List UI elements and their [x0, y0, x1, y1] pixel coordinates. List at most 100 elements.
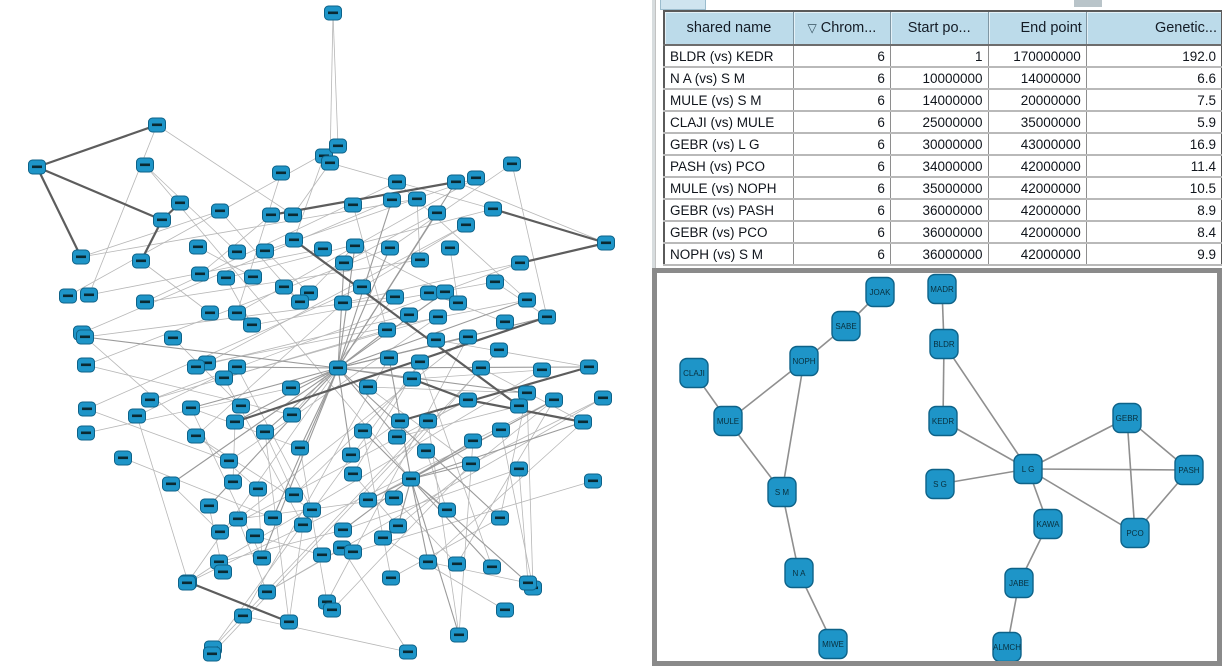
table-row[interactable]: N A (vs) S M 6 10000000 14000000 6.6 — [664, 67, 1222, 90]
table-cell[interactable]: 7.5 — [1086, 89, 1222, 112]
network-node-mule[interactable]: MULE — [713, 405, 743, 437]
network-node[interactable] — [258, 584, 276, 600]
network-node[interactable] — [359, 492, 377, 508]
network-node[interactable] — [400, 307, 418, 323]
network-node[interactable] — [353, 279, 371, 295]
overview-network-canvas[interactable] — [0, 0, 652, 669]
network-node[interactable] — [200, 498, 218, 514]
network-node[interactable] — [450, 627, 468, 643]
network-node[interactable] — [467, 170, 485, 186]
network-node[interactable] — [191, 266, 209, 282]
network-node[interactable] — [162, 476, 180, 492]
network-node[interactable] — [28, 159, 46, 175]
table-cell[interactable]: 14000000 — [988, 67, 1087, 90]
table-cell[interactable]: NOPH (vs) S M — [664, 243, 794, 266]
network-node[interactable] — [335, 255, 353, 271]
table-cell[interactable]: 36000000 — [890, 199, 989, 222]
network-node[interactable] — [246, 528, 264, 544]
network-node-almch[interactable]: ALMCH — [992, 631, 1022, 662]
network-node[interactable] — [187, 359, 205, 375]
network-node[interactable] — [215, 370, 233, 386]
network-node-joak[interactable]: JOAK — [865, 276, 895, 308]
network-node[interactable] — [285, 487, 303, 503]
network-node[interactable] — [262, 207, 280, 223]
network-node-kedr[interactable]: KEDR — [928, 405, 958, 437]
network-node[interactable] — [342, 447, 360, 463]
table-row[interactable]: MULE (vs) NOPH 6 35000000 42000000 10.5 — [664, 177, 1222, 200]
network-node[interactable] — [385, 490, 403, 506]
network-node[interactable] — [402, 471, 420, 487]
table-cell[interactable]: 16.9 — [1086, 133, 1222, 156]
table-cell[interactable]: 36000000 — [890, 243, 989, 266]
network-node[interactable] — [171, 195, 189, 211]
network-node[interactable] — [148, 117, 166, 133]
network-node[interactable] — [220, 453, 238, 469]
table-cell[interactable]: N A (vs) S M — [664, 67, 794, 90]
table-cell[interactable]: 43000000 — [988, 133, 1087, 156]
network-node[interactable] — [519, 575, 537, 591]
table-cell[interactable]: 36000000 — [890, 221, 989, 244]
network-node[interactable] — [429, 309, 447, 325]
network-node[interactable] — [486, 274, 504, 290]
table-row[interactable]: PASH (vs) PCO 6 34000000 42000000 11.4 — [664, 155, 1222, 178]
table-cell[interactable]: MULE (vs) NOPH — [664, 177, 794, 200]
network-node[interactable] — [256, 424, 274, 440]
network-node[interactable] — [483, 559, 501, 575]
network-node[interactable] — [321, 155, 339, 171]
table-cell[interactable]: 10000000 — [890, 67, 989, 90]
network-node[interactable] — [472, 360, 490, 376]
table-cell[interactable]: 35000000 — [890, 177, 989, 200]
network-node[interactable] — [462, 456, 480, 472]
table-cell[interactable]: MULE (vs) S M — [664, 89, 794, 112]
network-node[interactable] — [78, 401, 96, 417]
network-node[interactable] — [518, 385, 536, 401]
network-node[interactable] — [228, 359, 246, 375]
table-cell[interactable]: 6 — [793, 199, 891, 222]
network-node[interactable] — [323, 602, 341, 618]
network-node[interactable] — [256, 243, 274, 259]
column-header-sharedname[interactable]: shared name — [664, 11, 794, 46]
network-node[interactable] — [128, 408, 146, 424]
table-cell[interactable]: GEBR (vs) PASH — [664, 199, 794, 222]
network-node[interactable] — [533, 362, 551, 378]
network-node-sabe[interactable]: SABE — [831, 310, 861, 342]
network-node[interactable] — [389, 518, 407, 534]
network-node[interactable] — [411, 252, 429, 268]
network-node[interactable] — [211, 524, 229, 540]
table-cell[interactable]: 42000000 — [988, 243, 1087, 266]
network-node-claji[interactable]: CLAJI — [679, 357, 709, 389]
network-node[interactable] — [584, 473, 602, 489]
network-node[interactable] — [334, 522, 352, 538]
network-node-madr[interactable]: MADR — [927, 273, 957, 305]
table-cell[interactable]: 42000000 — [988, 199, 1087, 222]
network-node[interactable] — [411, 354, 429, 370]
network-node-lg[interactable]: L G — [1013, 453, 1043, 485]
network-node[interactable] — [427, 332, 445, 348]
network-node[interactable] — [383, 192, 401, 208]
network-node[interactable] — [484, 201, 502, 217]
table-row[interactable]: MULE (vs) S M 6 14000000 20000000 7.5 — [664, 89, 1222, 112]
table-cell[interactable]: 30000000 — [890, 133, 989, 156]
filtered-network-panel[interactable]: JOAK MADR SABE NOPH CLAJI MULE BLDR KEDR GEBR L G… — [652, 268, 1222, 666]
table-row[interactable]: CLAJI (vs) MULE 6 25000000 35000000 5.9 — [664, 111, 1222, 134]
table-cell[interactable]: 6 — [793, 177, 891, 200]
network-node[interactable] — [386, 289, 404, 305]
network-node[interactable] — [285, 232, 303, 248]
network-node[interactable] — [381, 240, 399, 256]
table-cell[interactable]: 192.0 — [1086, 45, 1222, 68]
filter-icon[interactable]: ▽ — [807, 21, 817, 35]
table-cell[interactable]: 6.6 — [1086, 67, 1222, 90]
network-node[interactable] — [77, 357, 95, 373]
table-cell[interactable]: BLDR (vs) KEDR — [664, 45, 794, 68]
network-node[interactable] — [428, 205, 446, 221]
column-header-genetic[interactable]: Genetic... — [1086, 11, 1222, 46]
network-node[interactable] — [232, 398, 250, 414]
table-row[interactable]: NOPH (vs) S M 6 36000000 42000000 9.9 — [664, 243, 1222, 266]
table-cell[interactable]: 6 — [793, 45, 891, 68]
network-node[interactable] — [448, 556, 466, 572]
network-node[interactable] — [545, 392, 563, 408]
table-cell[interactable]: 5.9 — [1086, 111, 1222, 134]
network-node[interactable] — [228, 305, 246, 321]
network-node[interactable] — [510, 398, 528, 414]
network-node[interactable] — [280, 614, 298, 630]
